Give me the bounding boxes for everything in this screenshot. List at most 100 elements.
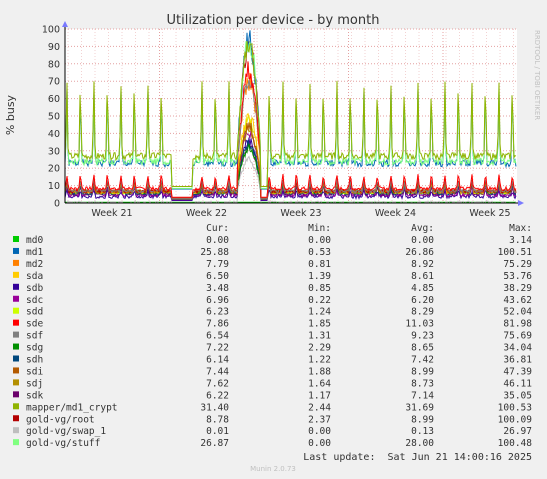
legend-series-name: sdg bbox=[26, 343, 43, 354]
legend-value: 100.48 bbox=[498, 438, 533, 449]
legend-value: 6.23 bbox=[206, 307, 229, 318]
legend-value: 8.65 bbox=[411, 343, 434, 354]
legend-value: 2.44 bbox=[308, 402, 331, 413]
legend-value: 0.01 bbox=[206, 426, 229, 437]
legend-value: 8.29 bbox=[411, 307, 434, 318]
legend-value: 28.00 bbox=[405, 438, 434, 449]
legend-value: 8.92 bbox=[411, 259, 434, 270]
legend-value: 1.88 bbox=[308, 366, 331, 377]
legend-value: 0.22 bbox=[308, 295, 331, 306]
legend-row: sde 7.86 1.85 11.03 81.98 bbox=[13, 319, 532, 330]
x-tick-label: Week 21 bbox=[91, 208, 132, 219]
legend-swatch bbox=[13, 283, 19, 290]
legend-value: 1.17 bbox=[308, 390, 331, 401]
y-tick-label: 10 bbox=[48, 181, 60, 192]
legend-value: 100.51 bbox=[498, 247, 533, 258]
legend-value: 100.53 bbox=[498, 402, 532, 413]
legend-swatch bbox=[13, 247, 19, 254]
y-tick-label: 60 bbox=[48, 94, 60, 105]
legend-value: 26.87 bbox=[200, 438, 229, 449]
legend-value: 3.14 bbox=[509, 235, 532, 246]
legend-swatch bbox=[13, 343, 19, 350]
legend-swatch bbox=[13, 415, 19, 422]
legend-column-header: Max: bbox=[509, 223, 532, 234]
series-line-mapper-md1-crypt bbox=[64, 41, 517, 187]
legend-value: 6.20 bbox=[411, 295, 434, 306]
legend-series-name: sdh bbox=[26, 355, 43, 366]
series-line-md1 bbox=[64, 30, 517, 190]
legend-row: sdb 3.48 0.85 4.85 38.29 bbox=[13, 283, 532, 294]
legend-row: md0 0.00 0.00 0.00 3.14 bbox=[13, 235, 532, 246]
legend-series-name: gold-vg/root bbox=[26, 414, 95, 425]
legend-value: 8.78 bbox=[206, 414, 229, 425]
legend-value: 0.85 bbox=[308, 283, 331, 294]
x-tick-label: Week 23 bbox=[280, 208, 321, 219]
legend-value: 8.99 bbox=[411, 414, 434, 425]
last-update: Last update: Sat Jun 21 14:00:16 2025 bbox=[303, 452, 532, 463]
legend-value: 1.31 bbox=[308, 331, 331, 342]
legend-row: mapper/md1_crypt 31.40 2.44 31.69 100.53 bbox=[13, 402, 532, 413]
legend-row: sdh 6.14 1.22 7.42 36.81 bbox=[13, 355, 532, 366]
legend-series-name: gold-vg/stuff bbox=[26, 438, 100, 449]
legend-column-header: Cur: bbox=[206, 223, 229, 234]
legend-value: 1.24 bbox=[308, 307, 331, 318]
legend-row: sda 6.50 1.39 8.61 53.76 bbox=[13, 271, 532, 282]
legend-swatch bbox=[13, 379, 19, 386]
legend-series-name: sdk bbox=[26, 390, 43, 401]
legend-value: 52.04 bbox=[503, 307, 532, 318]
legend-row: sdd 6.23 1.24 8.29 52.04 bbox=[13, 307, 532, 318]
legend-swatch bbox=[13, 307, 19, 314]
legend-series-name: md2 bbox=[26, 259, 43, 270]
legend-value: 7.14 bbox=[411, 390, 434, 401]
y-tick-label: 70 bbox=[48, 77, 60, 88]
y-tick-label: 100 bbox=[42, 25, 60, 36]
legend-series-name: sdd bbox=[26, 307, 43, 318]
legend-value: 7.86 bbox=[206, 319, 229, 330]
y-tick-label: 20 bbox=[48, 164, 60, 175]
legend-value: 2.29 bbox=[308, 343, 331, 354]
legend-value: 0.00 bbox=[308, 426, 331, 437]
legend-value: 0.00 bbox=[308, 438, 331, 449]
legend-swatch bbox=[13, 295, 19, 302]
y-axis-label: % busy bbox=[4, 94, 17, 135]
legend-value: 1.85 bbox=[308, 319, 331, 330]
legend-value: 7.42 bbox=[411, 355, 434, 366]
legend-value: 46.11 bbox=[503, 378, 532, 389]
legend-swatch bbox=[13, 427, 19, 434]
legend-swatch bbox=[13, 319, 19, 326]
legend-swatch bbox=[13, 236, 19, 242]
legend-value: 31.40 bbox=[200, 402, 229, 413]
legend-value: 8.73 bbox=[411, 378, 434, 389]
legend-series-name: sdi bbox=[26, 366, 43, 377]
y-tick-label: 90 bbox=[48, 42, 60, 53]
legend-value: 6.96 bbox=[206, 295, 229, 306]
legend-row: md2 7.79 0.81 8.92 75.29 bbox=[13, 259, 532, 270]
legend-series-name: md0 bbox=[26, 235, 43, 246]
legend-value: 8.99 bbox=[411, 366, 434, 377]
legend-value: 31.69 bbox=[405, 402, 434, 413]
series-line-gold-vg-stuff bbox=[64, 41, 517, 189]
series-line-sde bbox=[64, 61, 517, 198]
legend-value: 47.39 bbox=[503, 366, 532, 377]
legend-value: 0.00 bbox=[206, 235, 229, 246]
legend-value: 6.50 bbox=[206, 271, 229, 282]
y-axis-arrow bbox=[62, 21, 68, 27]
legend-swatch bbox=[13, 391, 19, 398]
legend-series-name: gold-vg/swap_1 bbox=[26, 426, 106, 437]
legend-value: 43.62 bbox=[503, 295, 532, 306]
axes: Week 21 Week 22 Week 23 Week 24 Week 25 0 10 20… bbox=[42, 21, 524, 219]
legend-value: 75.29 bbox=[503, 259, 532, 270]
legend-value: 26.86 bbox=[405, 247, 434, 258]
legend-swatch bbox=[13, 403, 19, 410]
legend-value: 6.14 bbox=[206, 355, 229, 366]
legend-value: 0.53 bbox=[308, 247, 331, 258]
legend-value: 1.64 bbox=[308, 378, 331, 389]
legend-value: 11.03 bbox=[405, 319, 434, 330]
y-tick-label: 50 bbox=[48, 112, 60, 123]
legend-row: sdk 6.22 1.17 7.14 35.05 bbox=[13, 390, 532, 401]
x-tick-label: Week 22 bbox=[186, 208, 227, 219]
legend-value: 100.09 bbox=[498, 414, 533, 425]
legend-row: sdg 7.22 2.29 8.65 34.04 bbox=[13, 343, 532, 354]
